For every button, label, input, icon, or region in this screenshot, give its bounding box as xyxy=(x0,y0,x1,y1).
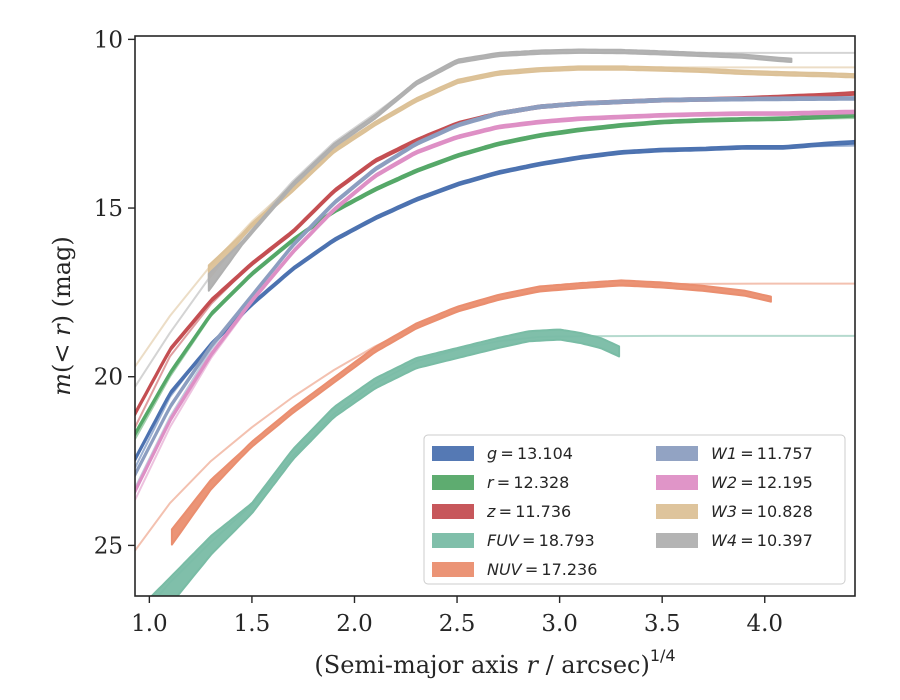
x-tick-label: 2.0 xyxy=(336,611,373,637)
x-axis: 1.0 1.5 2.0 2.5 3.0 3.5 4.0 xyxy=(131,596,783,637)
x-tick-label: 3.5 xyxy=(644,611,681,637)
legend-swatch-w2 xyxy=(656,475,698,490)
plot-area xyxy=(135,48,855,596)
legend-swatch-w4 xyxy=(656,533,698,548)
plot-frame xyxy=(134,35,856,597)
y-tick-label: 15 xyxy=(94,196,123,222)
legend-swatch-fuv xyxy=(432,533,474,548)
legend-label-fuv: FUV = 18.793 xyxy=(487,531,595,550)
legend-label-w3: W3 = 10.828 xyxy=(711,502,813,521)
y-axis: 10 15 20 25 xyxy=(94,27,135,559)
legend-label-g: g = 13.104 xyxy=(487,444,573,463)
legend-swatch-g xyxy=(432,446,474,461)
legend-label-r: r = 12.328 xyxy=(487,473,569,492)
measured-band-z xyxy=(135,91,855,417)
legend-label-w1: W1 = 11.757 xyxy=(711,444,813,463)
y-tick-label: 10 xyxy=(94,27,123,53)
legend-swatch-w1 xyxy=(656,446,698,461)
model-curve-r xyxy=(135,117,855,440)
legend-swatch-z xyxy=(432,504,474,519)
legend-label-z: z = 11.736 xyxy=(486,502,571,521)
y-tick-label: 25 xyxy=(94,533,123,559)
measured-band-g xyxy=(135,139,855,462)
x-tick-label: 1.0 xyxy=(131,611,168,637)
x-tick-label: 1.5 xyxy=(234,611,271,637)
x-tick-label: 4.0 xyxy=(746,611,783,637)
measured-band-w4 xyxy=(207,48,793,292)
legend-label-w2: W2 = 12.195 xyxy=(711,473,813,492)
legend-label-w4: W4 = 10.397 xyxy=(711,531,813,550)
measured-band-w2 xyxy=(135,109,855,494)
y-axis-label: m(< r) (mag) xyxy=(48,236,76,396)
legend-label-nuv: NUV = 17.236 xyxy=(487,560,597,579)
measured-band-w1 xyxy=(135,96,855,477)
measured-band-w3 xyxy=(207,65,855,280)
x-tick-label: 2.5 xyxy=(439,611,476,637)
legend-swatch-nuv xyxy=(432,562,474,577)
measured-band-fuv xyxy=(150,328,621,596)
measured-band-nuv xyxy=(170,279,772,546)
legend-swatch-r xyxy=(432,475,474,490)
x-tick-label: 3.0 xyxy=(541,611,578,637)
y-tick-label: 20 xyxy=(94,365,123,391)
legend-swatch-w3 xyxy=(656,504,698,519)
legend-box xyxy=(423,434,846,585)
legend: g = 13.104 r = 12.328 z = 11.736 FUV = 18.7… xyxy=(423,434,846,585)
measured-band-r xyxy=(135,112,855,437)
x-axis-label: (Semi-major axis r / arcsec)1/4 xyxy=(314,646,675,679)
